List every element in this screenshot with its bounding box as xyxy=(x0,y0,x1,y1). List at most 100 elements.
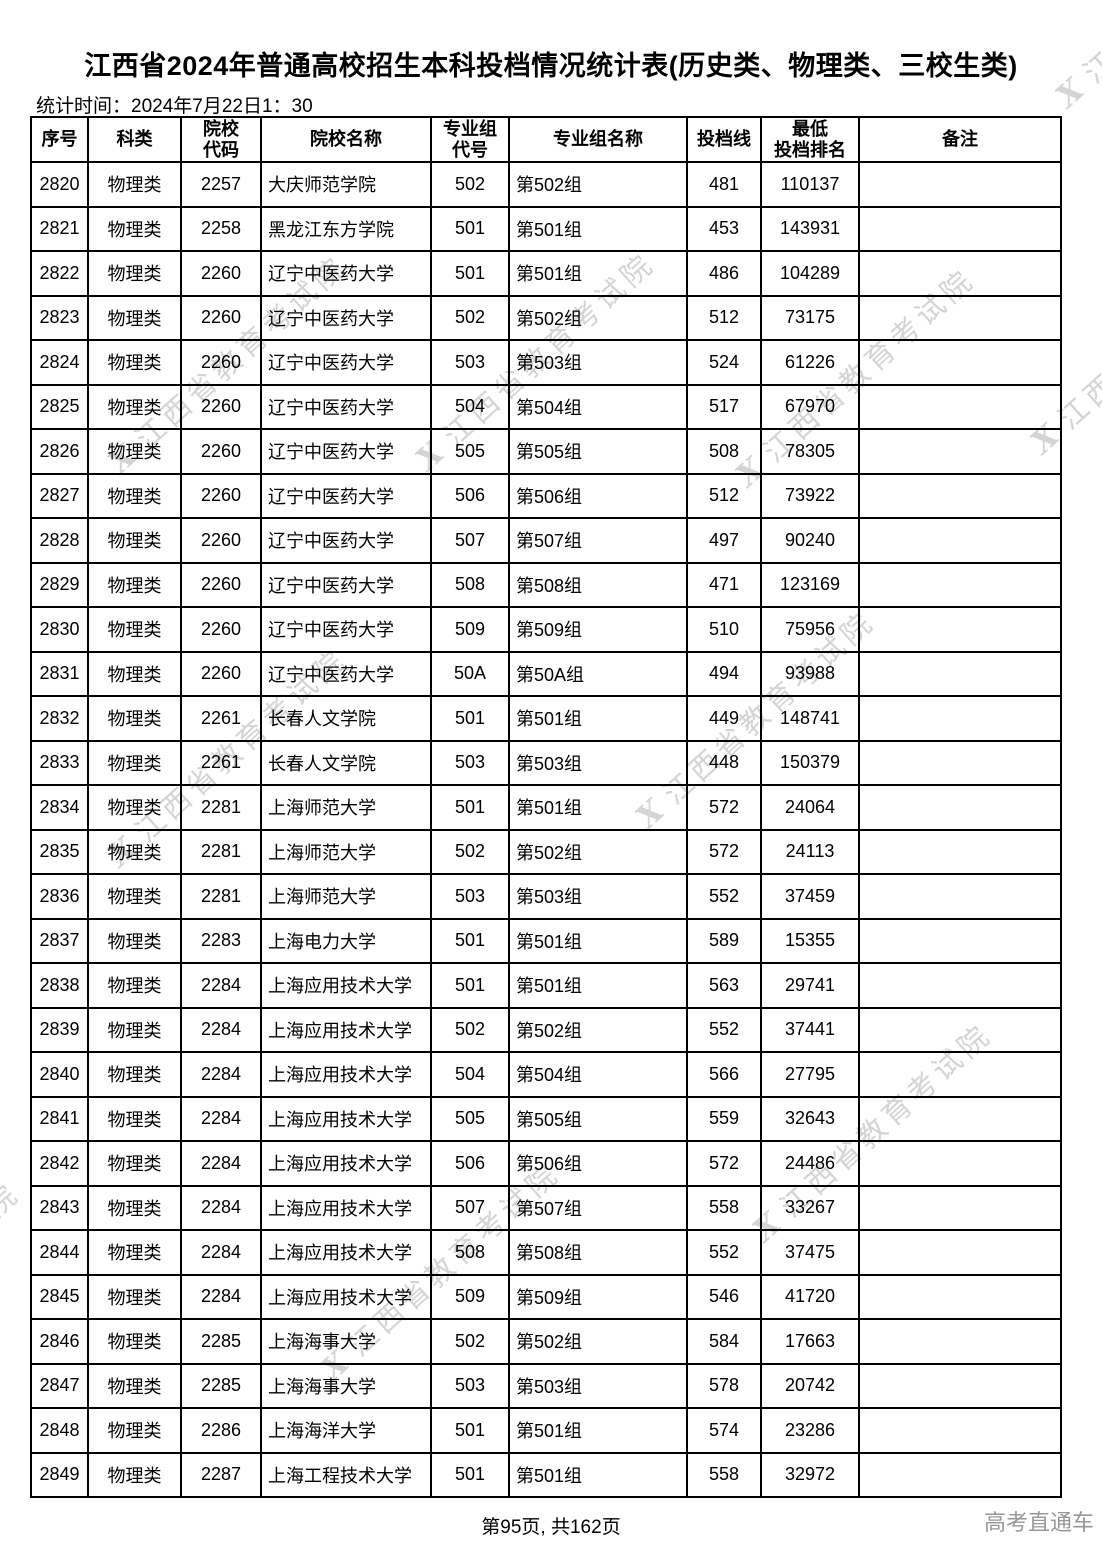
cell-zuidi-toudang-paiming: 33267 xyxy=(760,1184,860,1231)
cell-yuanxiao-mingcheng: 上海师范大学 xyxy=(260,828,432,875)
cell-zuidi-toudang-paiming: 17663 xyxy=(760,1318,860,1365)
cell-toudangxian: 558 xyxy=(686,1451,762,1498)
cell-zhuanyezu-mingcheng: 第501组 xyxy=(508,205,688,252)
cell-xuhao: 2830 xyxy=(30,606,89,653)
table-row: 2820 物理类 2257 大庆师范学院 502 第502组 481 110137 xyxy=(30,161,1062,208)
cell-beizhu xyxy=(858,1184,1062,1231)
cell-xuhao: 2846 xyxy=(30,1318,89,1365)
cell-zhuanyezu-mingcheng: 第501组 xyxy=(508,917,688,964)
cell-keilei: 物理类 xyxy=(87,250,182,297)
cell-zuidi-toudang-paiming: 29741 xyxy=(760,962,860,1009)
cell-toudangxian: 524 xyxy=(686,339,762,386)
cell-toudangxian: 512 xyxy=(686,472,762,519)
cell-zhuanyezu-mingcheng: 第502组 xyxy=(508,828,688,875)
cell-toudangxian: 471 xyxy=(686,561,762,608)
cell-yuanxiao-daima: 2285 xyxy=(180,1362,262,1409)
cell-yuanxiao-daima: 2284 xyxy=(180,1140,262,1187)
cell-keilei: 物理类 xyxy=(87,339,182,386)
table-row: 2831 物理类 2260 辽宁中医药大学 50A 第50A组 494 93988 xyxy=(30,650,1062,697)
cell-zuidi-toudang-paiming: 61226 xyxy=(760,339,860,386)
cell-zhuanyezu-mingcheng: 第502组 xyxy=(508,1006,688,1053)
cell-zhuanyezu-mingcheng: 第50A组 xyxy=(508,650,688,697)
cell-xuhao: 2843 xyxy=(30,1184,89,1231)
cell-beizhu xyxy=(858,695,1062,742)
cell-xuhao: 2829 xyxy=(30,561,89,608)
cell-zhuanyezu-mingcheng: 第501组 xyxy=(508,1451,688,1498)
cell-yuanxiao-mingcheng: 大庆师范学院 xyxy=(260,161,432,208)
cell-toudangxian: 574 xyxy=(686,1407,762,1454)
cell-toudangxian: 508 xyxy=(686,428,762,475)
cell-xuhao: 2844 xyxy=(30,1229,89,1276)
cell-toudangxian: 589 xyxy=(686,917,762,964)
cell-zhuanyezu-daihao: 501 xyxy=(430,205,510,252)
table-row: 2841 物理类 2284 上海应用技术大学 505 第505组 559 32643 xyxy=(30,1095,1062,1142)
cell-beizhu xyxy=(858,650,1062,697)
cell-zhuanyezu-daihao: 507 xyxy=(430,517,510,564)
cell-zhuanyezu-daihao: 505 xyxy=(430,428,510,475)
cell-zhuanyezu-daihao: 509 xyxy=(430,606,510,653)
cell-toudangxian: 552 xyxy=(686,1229,762,1276)
cell-yuanxiao-mingcheng: 黑龙江东方学院 xyxy=(260,205,432,252)
cell-zuidi-toudang-paiming: 143931 xyxy=(760,205,860,252)
cell-yuanxiao-daima: 2284 xyxy=(180,962,262,1009)
cell-toudangxian: 512 xyxy=(686,294,762,341)
table-row: 2835 物理类 2281 上海师范大学 502 第502组 572 24113 xyxy=(30,828,1062,875)
col-yuanxiao-daima: 院校 代码 xyxy=(180,116,262,163)
cell-xuhao: 2845 xyxy=(30,1273,89,1320)
cell-zhuanyezu-mingcheng: 第505组 xyxy=(508,1095,688,1142)
diagonal-watermark: X江西省教育考试院 xyxy=(0,53,3,290)
cell-toudangxian: 572 xyxy=(686,1140,762,1187)
cell-zuidi-toudang-paiming: 23286 xyxy=(760,1407,860,1454)
cell-xuhao: 2847 xyxy=(30,1362,89,1409)
cell-keilei: 物理类 xyxy=(87,828,182,875)
cell-yuanxiao-daima: 2284 xyxy=(180,1051,262,1098)
cell-yuanxiao-mingcheng: 辽宁中医药大学 xyxy=(260,650,432,697)
cell-toudangxian: 494 xyxy=(686,650,762,697)
cell-yuanxiao-mingcheng: 上海应用技术大学 xyxy=(260,1140,432,1187)
cell-zuidi-toudang-paiming: 148741 xyxy=(760,695,860,742)
cell-zhuanyezu-mingcheng: 第509组 xyxy=(508,1273,688,1320)
cell-yuanxiao-mingcheng: 上海应用技术大学 xyxy=(260,1273,432,1320)
cell-xuhao: 2824 xyxy=(30,339,89,386)
cell-yuanxiao-daima: 2260 xyxy=(180,428,262,475)
cell-beizhu xyxy=(858,917,1062,964)
cell-yuanxiao-mingcheng: 上海应用技术大学 xyxy=(260,1095,432,1142)
cell-keilei: 物理类 xyxy=(87,1184,182,1231)
cell-zhuanyezu-mingcheng: 第502组 xyxy=(508,161,688,208)
table-row: 2823 物理类 2260 辽宁中医药大学 502 第502组 512 73175 xyxy=(30,294,1062,341)
cell-zhuanyezu-daihao: 502 xyxy=(430,294,510,341)
cell-zuidi-toudang-paiming: 90240 xyxy=(760,517,860,564)
cell-toudangxian: 572 xyxy=(686,784,762,831)
cell-zhuanyezu-daihao: 502 xyxy=(430,161,510,208)
cell-zuidi-toudang-paiming: 41720 xyxy=(760,1273,860,1320)
cell-zhuanyezu-daihao: 504 xyxy=(430,383,510,430)
table-row: 2845 物理类 2284 上海应用技术大学 509 第509组 546 41720 xyxy=(30,1273,1062,1320)
cell-yuanxiao-daima: 2284 xyxy=(180,1184,262,1231)
cell-yuanxiao-daima: 2260 xyxy=(180,383,262,430)
cell-zhuanyezu-daihao: 509 xyxy=(430,1273,510,1320)
table-row: 2829 物理类 2260 辽宁中医药大学 508 第508组 471 123169 xyxy=(30,561,1062,608)
table-row: 2832 物理类 2261 长春人文学院 501 第501组 449 148741 xyxy=(30,695,1062,742)
diagonal-watermark: X江西省教育考试院 xyxy=(0,1171,28,1408)
cell-xuhao: 2831 xyxy=(30,650,89,697)
table-row: 2844 物理类 2284 上海应用技术大学 508 第508组 552 37475 xyxy=(30,1229,1062,1276)
cell-toudangxian: 558 xyxy=(686,1184,762,1231)
cell-zhuanyezu-daihao: 507 xyxy=(430,1184,510,1231)
cell-beizhu xyxy=(858,1273,1062,1320)
cell-yuanxiao-daima: 2286 xyxy=(180,1407,262,1454)
cell-zuidi-toudang-paiming: 37475 xyxy=(760,1229,860,1276)
table-row: 2826 物理类 2260 辽宁中医药大学 505 第505组 508 78305 xyxy=(30,428,1062,475)
cell-toudangxian: 559 xyxy=(686,1095,762,1142)
cell-xuhao: 2826 xyxy=(30,428,89,475)
cell-beizhu xyxy=(858,250,1062,297)
cell-keilei: 物理类 xyxy=(87,1051,182,1098)
cell-yuanxiao-daima: 2261 xyxy=(180,695,262,742)
cell-xuhao: 2848 xyxy=(30,1407,89,1454)
cell-yuanxiao-daima: 2281 xyxy=(180,873,262,920)
cell-keilei: 物理类 xyxy=(87,517,182,564)
cell-yuanxiao-mingcheng: 辽宁中医药大学 xyxy=(260,339,432,386)
table-header: 序号 科类 院校 代码 院校名称 专业组 代号 专业组名称 投档线 最低 投档排名 备… xyxy=(30,116,1062,163)
cell-zhuanyezu-daihao: 50A xyxy=(430,650,510,697)
table-row: 2822 物理类 2260 辽宁中医药大学 501 第501组 486 104289 xyxy=(30,250,1062,297)
table-row: 2834 物理类 2281 上海师范大学 501 第501组 572 24064 xyxy=(30,784,1062,831)
